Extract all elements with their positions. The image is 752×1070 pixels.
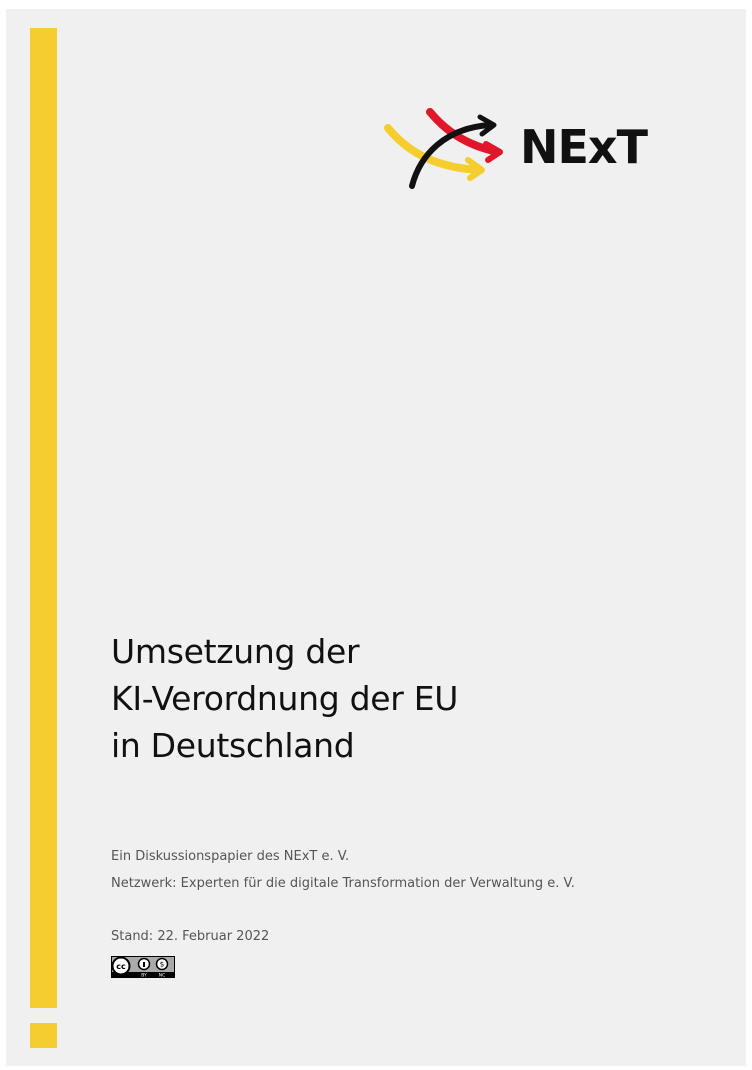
accent-bar [30, 28, 57, 1008]
svg-text:$: $ [160, 961, 164, 969]
next-logo-icon [384, 108, 503, 189]
accent-square [30, 1023, 57, 1048]
subtitle-line-1: Ein Diskussionspapier des NExT e. V. [111, 849, 350, 864]
title-line-3: in Deutschland [111, 726, 355, 765]
logo-text: NExT [520, 120, 648, 174]
document-page [6, 9, 746, 1066]
svg-text:BY: BY [141, 973, 147, 978]
document-title: Umsetzung der KI-Verordnung der EU in De… [111, 628, 458, 769]
cc-by-nc-icon: cc $ BY NC [111, 956, 175, 978]
subtitle-line-2: Netzwerk: Experten für die digitale Tran… [111, 876, 575, 891]
svg-text:NC: NC [159, 973, 166, 978]
title-line-2: KI-Verordnung der EU [111, 679, 459, 718]
title-line-1: Umsetzung der [111, 632, 360, 671]
date-stand: Stand: 22. Februar 2022 [111, 929, 270, 944]
svg-text:cc: cc [116, 962, 126, 971]
